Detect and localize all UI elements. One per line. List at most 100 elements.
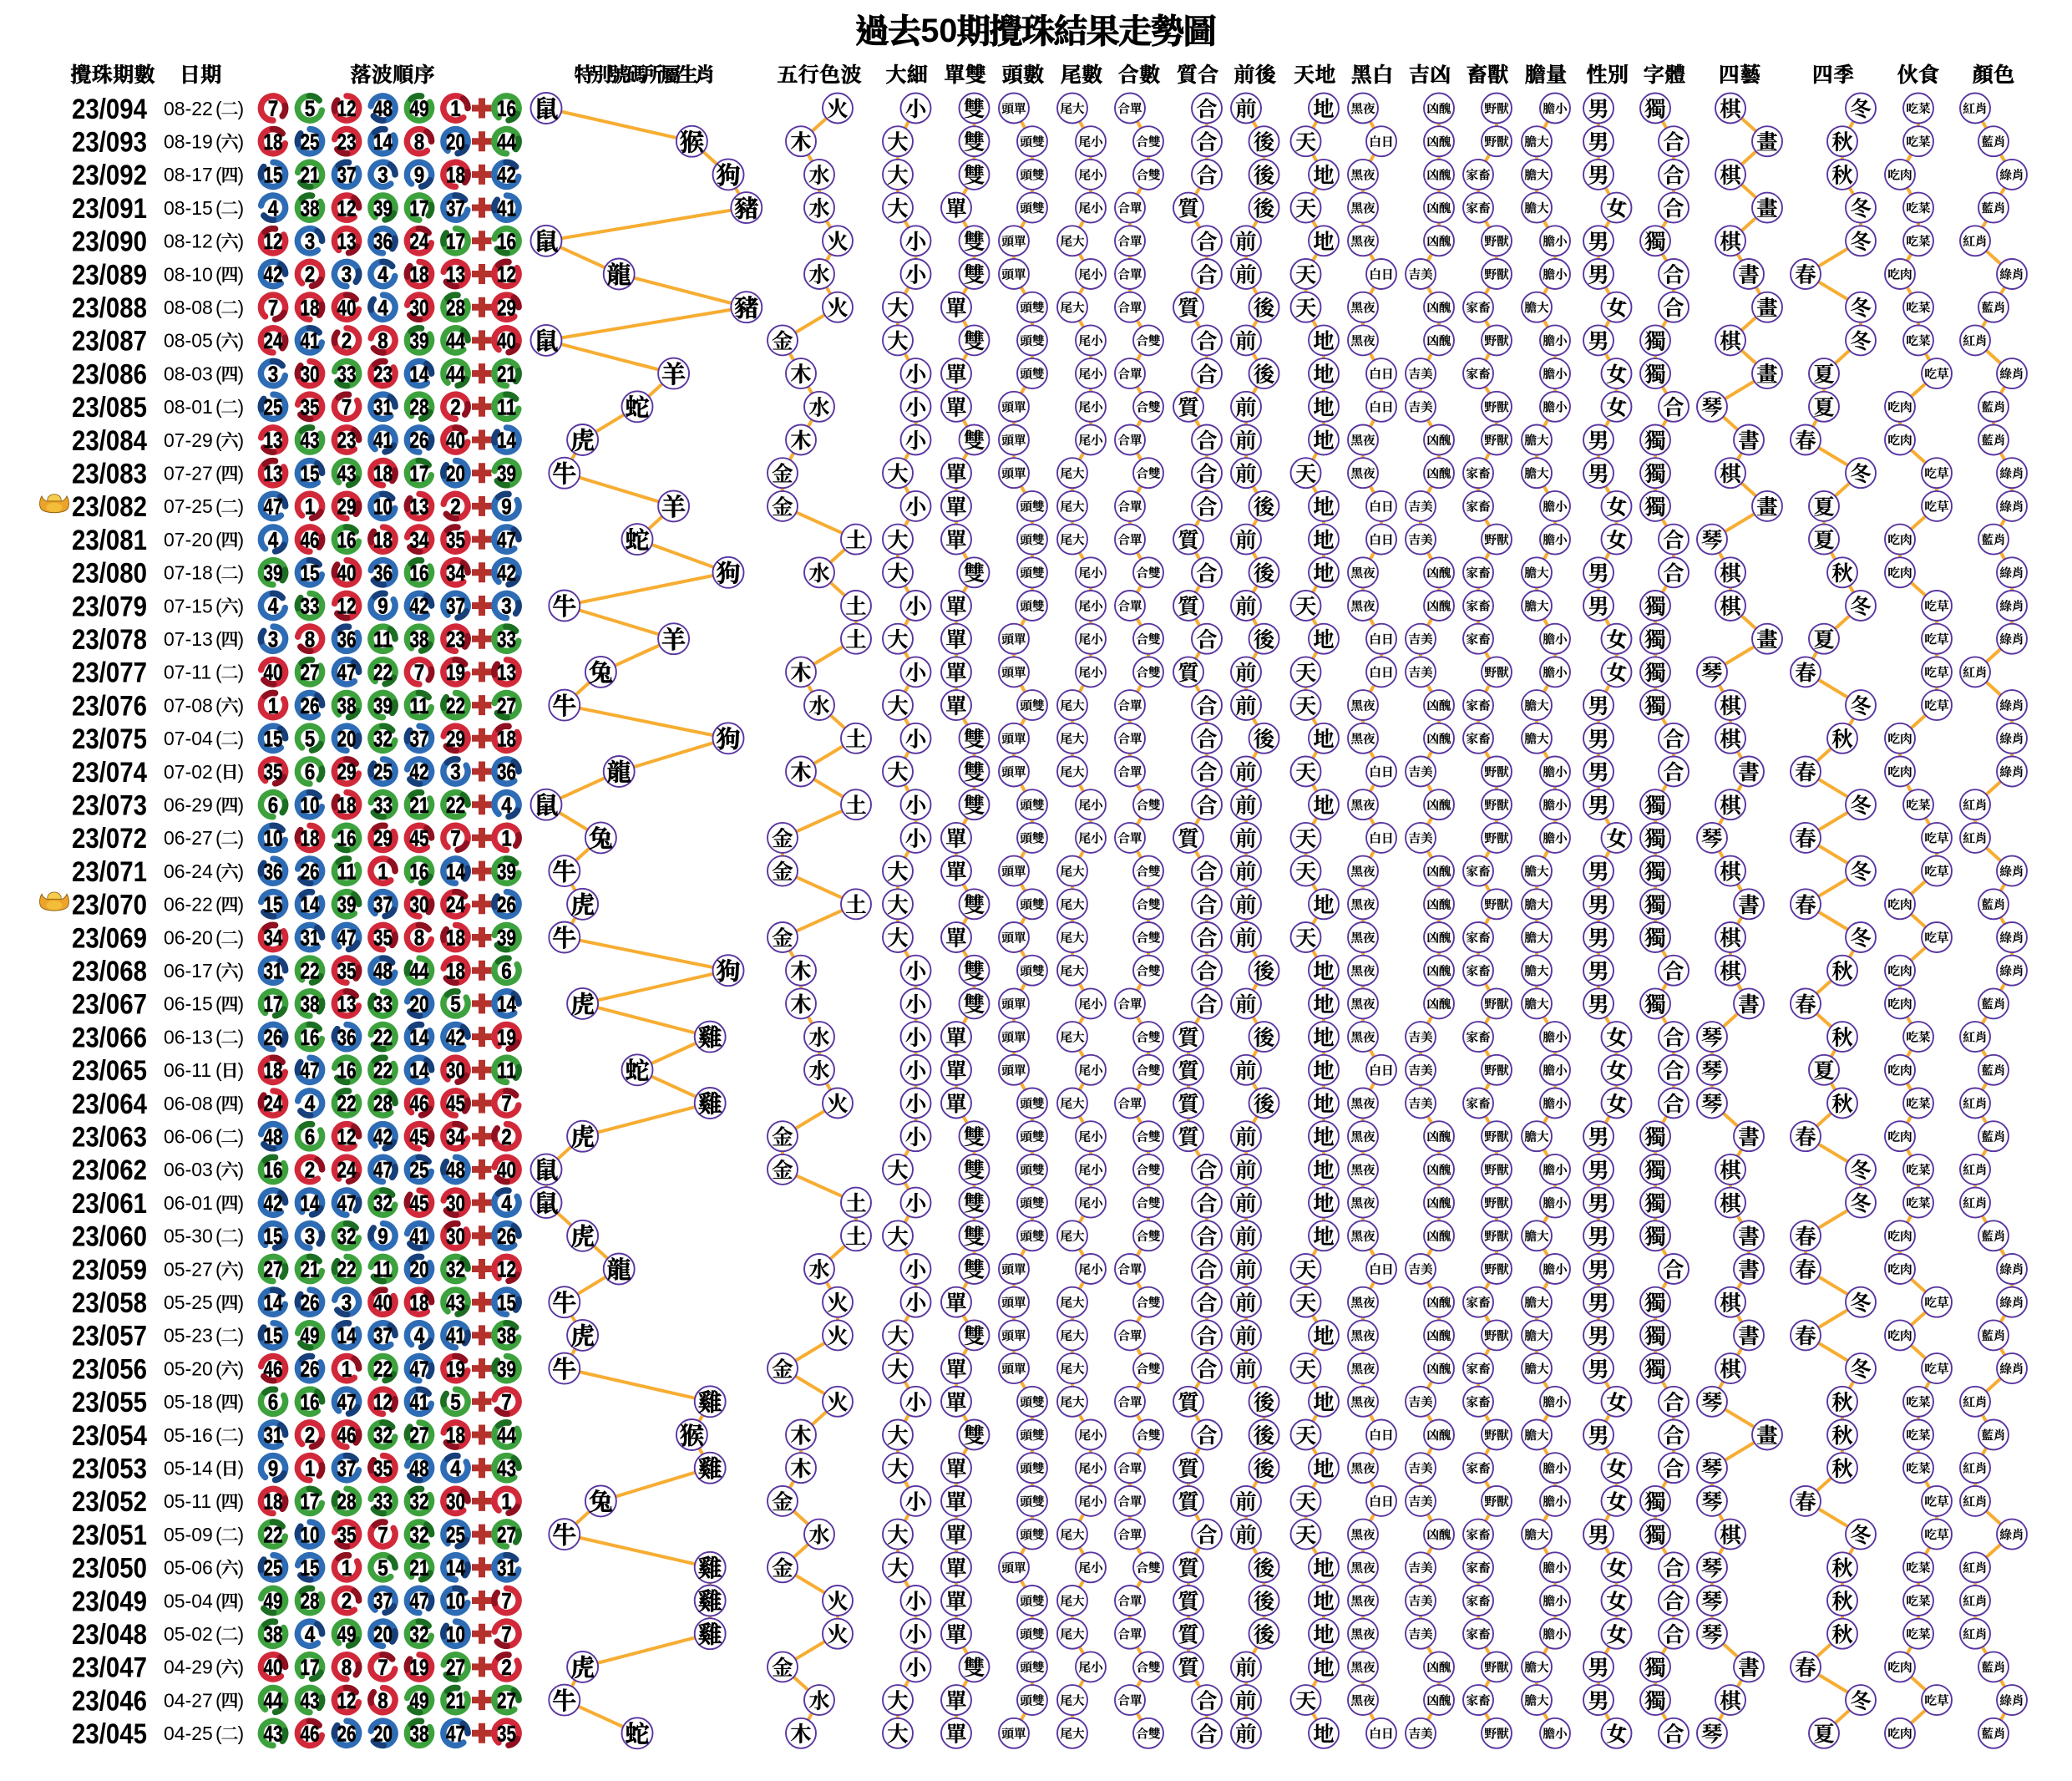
svg-text:32: 32: [446, 1257, 465, 1282]
svg-text:): ): [238, 1126, 245, 1148]
svg-text:(: (: [215, 131, 222, 153]
svg-text:23/046: 23/046: [72, 1685, 147, 1717]
svg-text:49: 49: [410, 96, 429, 121]
svg-text:23: 23: [446, 627, 465, 652]
svg-text:23/083: 23/083: [72, 459, 147, 490]
svg-text:): ): [238, 562, 245, 584]
svg-text:22: 22: [446, 693, 465, 718]
svg-text:): ): [238, 363, 245, 384]
svg-text:13: 13: [337, 229, 357, 254]
svg-text:(: (: [215, 1524, 222, 1545]
svg-text:21: 21: [301, 163, 320, 188]
svg-text:29: 29: [497, 295, 516, 320]
svg-text:31: 31: [264, 958, 283, 983]
svg-text:32: 32: [410, 1522, 429, 1547]
svg-text:(: (: [215, 98, 222, 119]
svg-text:12: 12: [497, 262, 516, 287]
svg-text:2: 2: [305, 262, 316, 287]
svg-text:44: 44: [264, 1688, 283, 1713]
svg-text:23/093: 23/093: [72, 127, 147, 159]
svg-text:23/069: 23/069: [72, 922, 147, 954]
svg-text:): ): [238, 164, 245, 185]
svg-text:33: 33: [373, 992, 393, 1017]
svg-text:17: 17: [264, 992, 283, 1017]
svg-text:25: 25: [264, 395, 283, 420]
svg-text:6: 6: [268, 1390, 279, 1415]
svg-text:30: 30: [446, 1190, 465, 1215]
svg-text:33: 33: [373, 1489, 393, 1515]
svg-text:3: 3: [268, 362, 279, 387]
svg-text:4: 4: [268, 527, 279, 552]
svg-text:20: 20: [446, 129, 465, 155]
svg-text:19: 19: [497, 1025, 516, 1050]
svg-text:24: 24: [446, 892, 465, 917]
svg-text:(: (: [215, 827, 222, 849]
svg-text:36: 36: [373, 229, 393, 254]
svg-text:21: 21: [410, 1555, 429, 1581]
svg-text:7: 7: [268, 96, 279, 121]
svg-text:4: 4: [377, 295, 388, 320]
svg-text:23/045: 23/045: [72, 1718, 147, 1750]
svg-text:07-29: 07-29: [164, 429, 213, 451]
svg-text:25: 25: [373, 759, 393, 784]
svg-text:23/050: 23/050: [72, 1553, 147, 1585]
svg-text:26: 26: [301, 1290, 320, 1315]
svg-text:36: 36: [337, 627, 357, 652]
svg-text:22: 22: [337, 1091, 357, 1116]
svg-text:42: 42: [497, 163, 516, 188]
svg-text:08-01: 08-01: [164, 396, 213, 418]
svg-text:15: 15: [301, 1555, 320, 1581]
svg-text:49: 49: [410, 1688, 429, 1713]
svg-text:23/056: 23/056: [72, 1353, 147, 1385]
svg-text:42: 42: [264, 1190, 283, 1215]
svg-text:39: 39: [497, 1357, 516, 1382]
svg-text:): ): [238, 197, 245, 219]
svg-text:13: 13: [497, 660, 516, 685]
svg-text:08-08: 08-08: [164, 297, 213, 318]
svg-text:19: 19: [446, 1357, 465, 1382]
svg-text:39: 39: [410, 328, 429, 353]
svg-text:14: 14: [446, 859, 465, 884]
svg-text:8: 8: [377, 1688, 388, 1713]
svg-text:3: 3: [268, 627, 279, 652]
svg-text:43: 43: [264, 1722, 283, 1747]
svg-text:23/072: 23/072: [72, 823, 147, 855]
svg-text:11: 11: [410, 693, 429, 718]
svg-text:(: (: [215, 794, 222, 816]
svg-text:19: 19: [446, 660, 465, 685]
svg-text:23/087: 23/087: [72, 326, 147, 358]
svg-text:20: 20: [337, 727, 357, 752]
svg-text:): ): [238, 429, 245, 451]
svg-text:): ): [238, 1258, 245, 1280]
svg-text:06-24: 06-24: [164, 860, 213, 882]
svg-text:(: (: [215, 761, 222, 783]
svg-text:(: (: [215, 1093, 222, 1114]
svg-text:5: 5: [450, 992, 461, 1017]
svg-text:45: 45: [446, 1091, 465, 1116]
svg-text:37: 37: [373, 892, 393, 917]
svg-text:05-11: 05-11: [164, 1490, 211, 1512]
svg-text:23/070: 23/070: [72, 890, 147, 921]
svg-text:45: 45: [410, 826, 429, 851]
svg-text:1: 1: [501, 1489, 512, 1515]
svg-text:48: 48: [264, 1124, 283, 1149]
svg-text:2: 2: [501, 1124, 512, 1149]
svg-text:11: 11: [497, 395, 516, 420]
svg-text:06-03: 06-03: [164, 1159, 213, 1180]
svg-text:47: 47: [301, 1058, 320, 1083]
svg-text:6: 6: [501, 958, 512, 983]
svg-text:37: 37: [410, 727, 429, 752]
svg-text:50: 50: [920, 13, 957, 49]
svg-text:7: 7: [501, 1091, 512, 1116]
svg-text:6: 6: [268, 793, 279, 818]
svg-text:(: (: [215, 1059, 222, 1081]
svg-text:43: 43: [301, 1688, 320, 1713]
svg-text:39: 39: [497, 926, 516, 951]
svg-text:4: 4: [305, 1091, 316, 1116]
svg-text:21: 21: [446, 1688, 465, 1713]
svg-text:11: 11: [337, 859, 357, 884]
svg-text:1: 1: [342, 1555, 352, 1581]
svg-text:18: 18: [373, 461, 393, 486]
svg-text:16: 16: [337, 826, 357, 851]
svg-text:39: 39: [497, 859, 516, 884]
